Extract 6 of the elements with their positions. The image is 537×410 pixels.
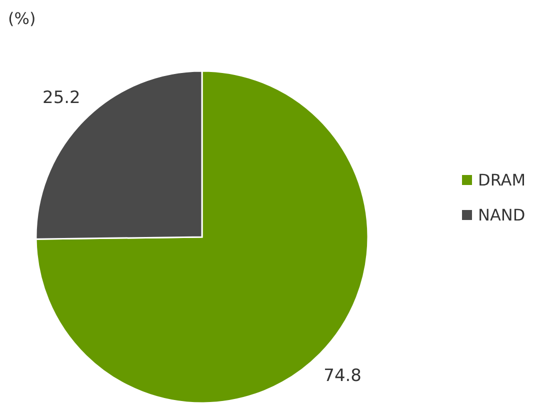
data-label: 25.2 [42, 88, 80, 108]
pie-slice [35, 70, 369, 404]
chart-title: (%) [8, 9, 36, 28]
legend-label: NAND [478, 206, 526, 224]
data-label: 74.8 [324, 366, 362, 386]
legend-label: DRAM [478, 170, 526, 190]
